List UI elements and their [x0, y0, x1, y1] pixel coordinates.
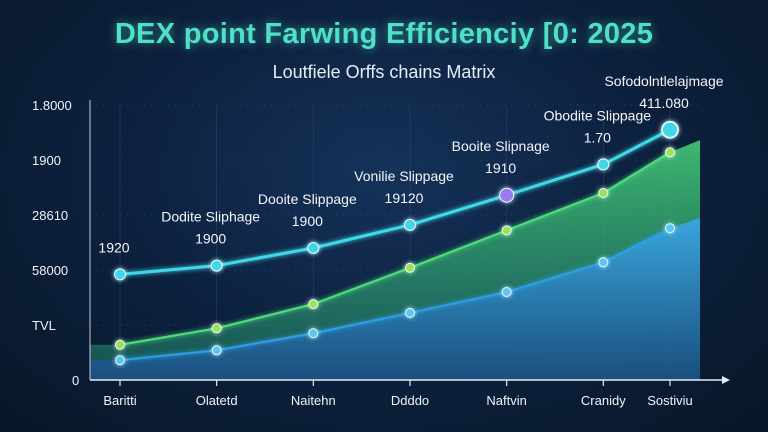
data-point: [598, 188, 609, 198]
annotation-label: Vonilie Slippage: [354, 168, 454, 184]
data-point: [115, 355, 125, 366]
annotation-label: Dooite Slippage: [258, 191, 357, 207]
tick-labels: 0 TVL 58000 28610 1900 1.8000 Baritti Olatetd Na…: [32, 98, 693, 408]
annotation-value: 1.70: [584, 129, 611, 145]
y-tick-label: TVL: [32, 318, 56, 333]
data-point: [405, 307, 415, 318]
annotation-value: 19120: [385, 190, 424, 206]
y-tick-label: 0: [72, 373, 79, 388]
data-point: [661, 120, 679, 139]
data-point: [211, 345, 222, 356]
x-tick-label: Olatetd: [196, 393, 238, 408]
data-point: [210, 259, 223, 272]
data-point: [115, 339, 125, 350]
annotation-value: 1900: [195, 231, 226, 247]
annotation-label: Dodite Sliphage: [161, 209, 260, 225]
annotation-value: 1910: [485, 160, 516, 176]
data-point: [308, 328, 319, 339]
data-point: [404, 218, 416, 231]
x-tick-label: Baritti: [103, 393, 136, 408]
data-point: [597, 158, 610, 171]
annotation-label: Booite Slipnage: [452, 138, 550, 154]
chart-title: DEX point Farwing Efficienciy [0: 2025: [114, 18, 654, 50]
x-tick-label: Ddddo: [391, 393, 429, 408]
data-point: [114, 268, 126, 281]
data-point: [598, 257, 609, 268]
x-tick-label: Naftvin: [486, 393, 526, 408]
data-point: [665, 223, 675, 234]
data-point: [308, 299, 319, 310]
chart-subtitle: Loutfiele Orffs chains Matrix: [272, 62, 496, 82]
data-point: [405, 262, 415, 273]
data-point: [501, 225, 512, 236]
annotations: 1920 Dodite Sliphage 1900 Dooite Slippage 19…: [98, 73, 723, 256]
annotation-value: 1920: [98, 239, 129, 255]
data-point: [665, 147, 675, 158]
y-tick-label: 58000: [32, 263, 68, 278]
area-series-2: [90, 217, 700, 380]
annotation-label: Obodite Slippage: [544, 107, 652, 123]
annotation-value: 1900: [292, 213, 323, 229]
x-tick-label: Cranidy: [581, 393, 626, 408]
area-series: [90, 140, 700, 380]
y-tick-label: 1900: [32, 153, 61, 168]
data-point: [501, 287, 512, 297]
data-point: [499, 187, 515, 203]
x-tick-label: Sostiviu: [647, 393, 693, 408]
data-point: [307, 242, 320, 254]
annotation-value: 411.080: [639, 95, 689, 111]
annotation-label: Sofodolntlelajmage: [604, 73, 723, 89]
data-point: [211, 323, 222, 334]
x-axis-arrow: [722, 376, 730, 384]
data-points: [114, 120, 679, 366]
y-tick-label: 1.8000: [32, 98, 72, 113]
axes: [89, 100, 730, 386]
y-tick-label: 28610: [32, 208, 68, 223]
x-tick-label: Naitehn: [291, 393, 336, 408]
